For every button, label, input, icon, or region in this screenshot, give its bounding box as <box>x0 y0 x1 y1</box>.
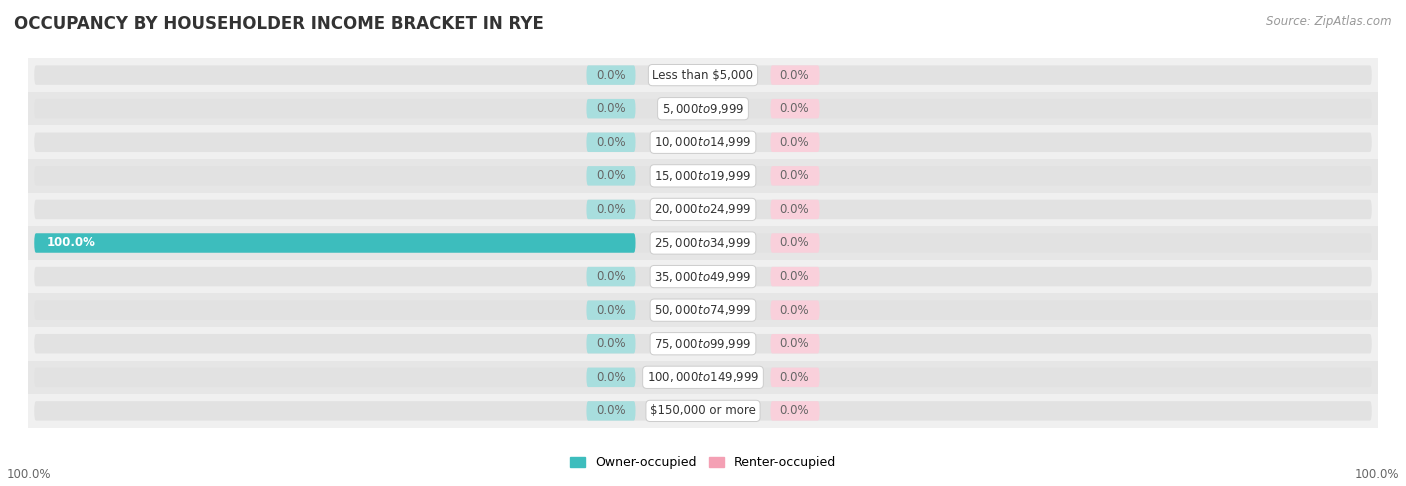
Bar <box>28 159 1378 192</box>
Text: 0.0%: 0.0% <box>780 304 810 317</box>
Text: 0.0%: 0.0% <box>780 136 810 149</box>
FancyBboxPatch shape <box>770 267 820 286</box>
FancyBboxPatch shape <box>34 367 1372 387</box>
FancyBboxPatch shape <box>770 334 820 353</box>
Text: $25,000 to $34,999: $25,000 to $34,999 <box>654 236 752 250</box>
Text: 100.0%: 100.0% <box>1354 468 1399 481</box>
Text: $100,000 to $149,999: $100,000 to $149,999 <box>647 370 759 384</box>
Bar <box>28 226 1378 260</box>
FancyBboxPatch shape <box>34 401 1372 420</box>
FancyBboxPatch shape <box>34 99 1372 119</box>
Text: 0.0%: 0.0% <box>596 404 626 417</box>
FancyBboxPatch shape <box>586 367 636 387</box>
FancyBboxPatch shape <box>586 300 636 320</box>
FancyBboxPatch shape <box>770 401 820 420</box>
FancyBboxPatch shape <box>34 200 1372 219</box>
Bar <box>28 394 1378 428</box>
FancyBboxPatch shape <box>586 166 636 186</box>
FancyBboxPatch shape <box>586 401 636 420</box>
FancyBboxPatch shape <box>34 66 1372 85</box>
Text: $15,000 to $19,999: $15,000 to $19,999 <box>654 169 752 183</box>
FancyBboxPatch shape <box>34 166 1372 186</box>
Text: $35,000 to $49,999: $35,000 to $49,999 <box>654 270 752 283</box>
Text: 0.0%: 0.0% <box>596 270 626 283</box>
FancyBboxPatch shape <box>770 300 820 320</box>
FancyBboxPatch shape <box>770 367 820 387</box>
Text: 0.0%: 0.0% <box>780 102 810 115</box>
Text: 0.0%: 0.0% <box>780 270 810 283</box>
Text: 0.0%: 0.0% <box>596 304 626 317</box>
Bar <box>28 260 1378 294</box>
Text: 0.0%: 0.0% <box>596 337 626 350</box>
Text: OCCUPANCY BY HOUSEHOLDER INCOME BRACKET IN RYE: OCCUPANCY BY HOUSEHOLDER INCOME BRACKET … <box>14 15 544 33</box>
Text: 0.0%: 0.0% <box>596 102 626 115</box>
Text: 0.0%: 0.0% <box>780 69 810 82</box>
Text: 0.0%: 0.0% <box>596 203 626 216</box>
Text: Source: ZipAtlas.com: Source: ZipAtlas.com <box>1267 15 1392 28</box>
Bar <box>28 92 1378 125</box>
FancyBboxPatch shape <box>586 267 636 286</box>
Bar <box>28 192 1378 226</box>
Bar <box>28 125 1378 159</box>
Text: $10,000 to $14,999: $10,000 to $14,999 <box>654 135 752 149</box>
FancyBboxPatch shape <box>34 133 1372 152</box>
Text: $150,000 or more: $150,000 or more <box>650 404 756 417</box>
FancyBboxPatch shape <box>770 133 820 152</box>
Text: 0.0%: 0.0% <box>780 169 810 182</box>
FancyBboxPatch shape <box>34 233 1372 253</box>
FancyBboxPatch shape <box>770 66 820 85</box>
Text: $5,000 to $9,999: $5,000 to $9,999 <box>662 102 744 116</box>
FancyBboxPatch shape <box>586 200 636 219</box>
Text: 100.0%: 100.0% <box>7 468 52 481</box>
Text: 0.0%: 0.0% <box>596 371 626 384</box>
Text: 0.0%: 0.0% <box>780 337 810 350</box>
Text: 0.0%: 0.0% <box>780 404 810 417</box>
Text: Less than $5,000: Less than $5,000 <box>652 69 754 82</box>
FancyBboxPatch shape <box>34 267 1372 286</box>
FancyBboxPatch shape <box>770 200 820 219</box>
Bar <box>28 294 1378 327</box>
Text: 0.0%: 0.0% <box>780 237 810 249</box>
Legend: Owner-occupied, Renter-occupied: Owner-occupied, Renter-occupied <box>569 456 837 469</box>
Text: 0.0%: 0.0% <box>596 69 626 82</box>
FancyBboxPatch shape <box>770 233 820 253</box>
FancyBboxPatch shape <box>34 300 1372 320</box>
FancyBboxPatch shape <box>586 66 636 85</box>
Text: $75,000 to $99,999: $75,000 to $99,999 <box>654 337 752 351</box>
FancyBboxPatch shape <box>586 133 636 152</box>
Bar <box>28 361 1378 394</box>
Text: 0.0%: 0.0% <box>596 136 626 149</box>
FancyBboxPatch shape <box>586 334 636 353</box>
Text: 0.0%: 0.0% <box>780 371 810 384</box>
FancyBboxPatch shape <box>34 334 1372 353</box>
FancyBboxPatch shape <box>34 233 636 253</box>
Bar <box>28 327 1378 361</box>
Text: 0.0%: 0.0% <box>596 169 626 182</box>
FancyBboxPatch shape <box>586 99 636 119</box>
Bar <box>28 58 1378 92</box>
Text: 0.0%: 0.0% <box>780 203 810 216</box>
FancyBboxPatch shape <box>770 166 820 186</box>
Text: $50,000 to $74,999: $50,000 to $74,999 <box>654 303 752 317</box>
Text: $20,000 to $24,999: $20,000 to $24,999 <box>654 203 752 216</box>
Text: 100.0%: 100.0% <box>46 237 96 249</box>
FancyBboxPatch shape <box>770 99 820 119</box>
